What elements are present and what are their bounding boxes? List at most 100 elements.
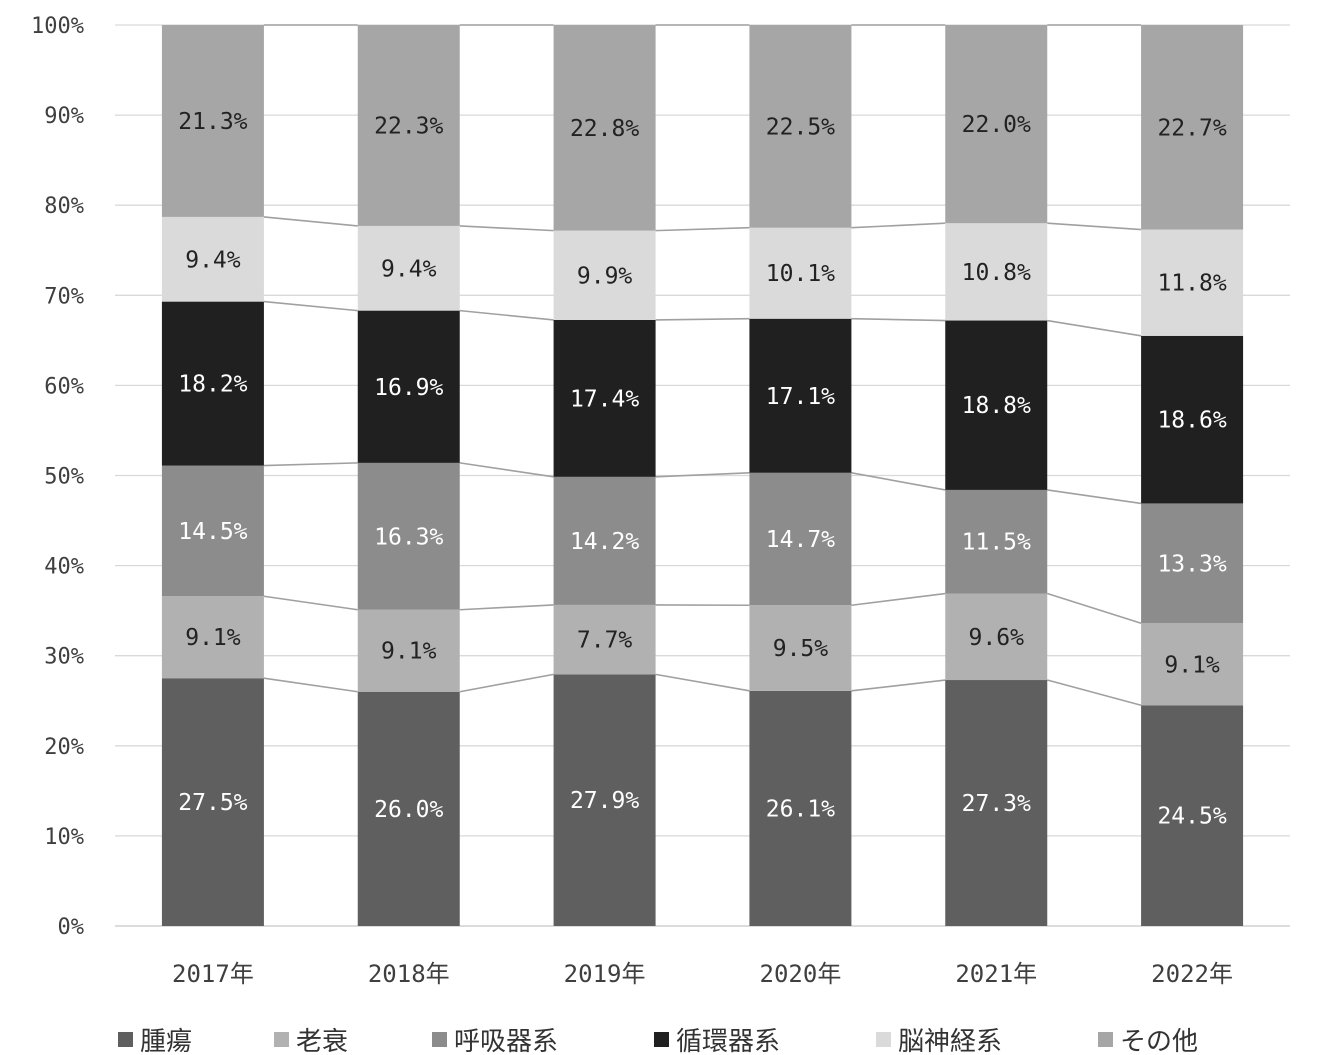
bar-segment [553, 674, 656, 926]
x-tick-label: 2018年 [368, 960, 450, 988]
series-connector-lines [263, 24, 1142, 707]
series-connector-line [851, 317, 946, 322]
bar-segment [1141, 229, 1244, 336]
bar-segment [749, 25, 852, 228]
bar-segment [749, 227, 852, 319]
legend-swatch [432, 1032, 447, 1047]
series-connector-line [263, 677, 358, 693]
data-label: 22.7% [1157, 115, 1226, 141]
legend-label: 老衰 [296, 1027, 348, 1055]
data-label: 11.8% [1157, 271, 1226, 297]
legend-label: 脳神経系 [898, 1027, 1002, 1055]
data-label: 11.5% [962, 530, 1031, 556]
data-label: 9.5% [773, 636, 829, 662]
bar-segment [357, 25, 460, 226]
bar-segment [749, 318, 852, 473]
series-connector-line [1047, 319, 1142, 337]
x-tick-label: 2022年 [1151, 960, 1233, 988]
y-tick-label: 0% [58, 915, 85, 940]
series-connector-line [1047, 489, 1142, 505]
series-connector-line [655, 317, 750, 321]
legend-item: 循環器系 [654, 1027, 780, 1055]
data-label: 9.1% [1164, 652, 1220, 678]
data-label: 18.8% [962, 393, 1031, 419]
bar-segment [161, 678, 264, 926]
y-tick-label: 20% [44, 735, 84, 760]
x-tick-label: 2017年 [172, 960, 254, 988]
bar-segment [945, 25, 1048, 224]
bar-segment [357, 462, 460, 610]
y-tick-label: 50% [44, 465, 84, 490]
legend-swatch [876, 1032, 891, 1047]
series-connector-line [459, 309, 554, 321]
series-connector-line [263, 462, 358, 467]
bar-segment [749, 472, 852, 606]
x-tick-label: 2019年 [564, 960, 646, 988]
data-label: 9.4% [381, 256, 437, 282]
data-label: 27.5% [178, 790, 247, 816]
y-tick-label: 40% [44, 555, 84, 580]
bar-segment [553, 319, 656, 477]
data-label: 13.3% [1157, 551, 1226, 577]
bar-segment [945, 320, 1048, 490]
series-connector-line [851, 222, 946, 229]
legend-swatch [274, 1032, 289, 1047]
series-connector-line [459, 673, 554, 693]
bar-segment [161, 301, 264, 466]
bar-segment [357, 225, 460, 311]
data-label: 17.1% [766, 384, 835, 410]
bar-segment [945, 593, 1048, 681]
bar-segment [161, 25, 264, 217]
legend: 腫瘍 老衰 呼吸器系 循環器系 脳神経系 その他 [118, 1027, 1198, 1055]
data-label: 16.3% [374, 524, 443, 550]
data-label: 7.7% [577, 628, 633, 654]
data-label: 17.4% [570, 386, 639, 412]
legend-item: 脳神経系 [876, 1027, 1002, 1055]
x-tick-label: 2020年 [760, 960, 842, 988]
legend-swatch [118, 1032, 133, 1047]
data-label: 24.5% [1157, 804, 1226, 830]
bar-segment [749, 605, 852, 691]
bar-segment [945, 489, 1048, 594]
x-tick-label: 2021年 [955, 960, 1037, 988]
series-connector-line [655, 226, 750, 232]
legend-label: 循環器系 [676, 1027, 780, 1055]
bars [161, 25, 1244, 926]
x-axis: 2017年 2018年 2019年 2020年 2021年 2022年 [172, 960, 1233, 988]
bar-segment [161, 216, 264, 302]
bar-segment [161, 596, 264, 679]
y-tick-label: 80% [44, 194, 84, 219]
bar-segment [357, 609, 460, 692]
y-axis: 0% 10% 20% 30% 40% 50% 60% 70% 80% 90% 100% [31, 14, 84, 940]
series-connector-line [851, 679, 946, 692]
series-connector-line [459, 225, 554, 232]
data-label: 9.6% [969, 625, 1025, 651]
bar-segment [1141, 705, 1244, 926]
series-connector-line [851, 472, 946, 491]
legend-item: その他 [1098, 1027, 1198, 1055]
data-label: 22.5% [766, 114, 835, 140]
bar-segment [553, 25, 656, 231]
bar-segment [749, 690, 852, 926]
legend-swatch [1098, 1032, 1113, 1047]
series-connector-line [655, 673, 750, 692]
legend-item: 老衰 [274, 1027, 348, 1055]
bar-segment [161, 465, 264, 597]
data-label: 21.3% [178, 109, 247, 135]
series-connector-line [851, 592, 946, 607]
bar-segment [553, 230, 656, 320]
bar-segment [1141, 25, 1244, 230]
bar-segment [357, 310, 460, 463]
data-label: 14.5% [178, 519, 247, 545]
data-label: 9.1% [185, 625, 241, 651]
data-label: 16.9% [374, 375, 443, 401]
series-connector-line [655, 471, 750, 478]
series-connector-line [263, 595, 358, 611]
legend-swatch [654, 1032, 669, 1047]
data-label: 10.1% [766, 261, 835, 287]
legend-label: 呼吸器系 [454, 1027, 558, 1055]
data-labels: 27.5% 26.0% 27.9% 26.1% 27.3% 24.5% 9.1% 9.1% 7.… [178, 109, 1227, 830]
series-connector-line [1047, 592, 1142, 625]
data-label: 26.0% [374, 797, 443, 823]
